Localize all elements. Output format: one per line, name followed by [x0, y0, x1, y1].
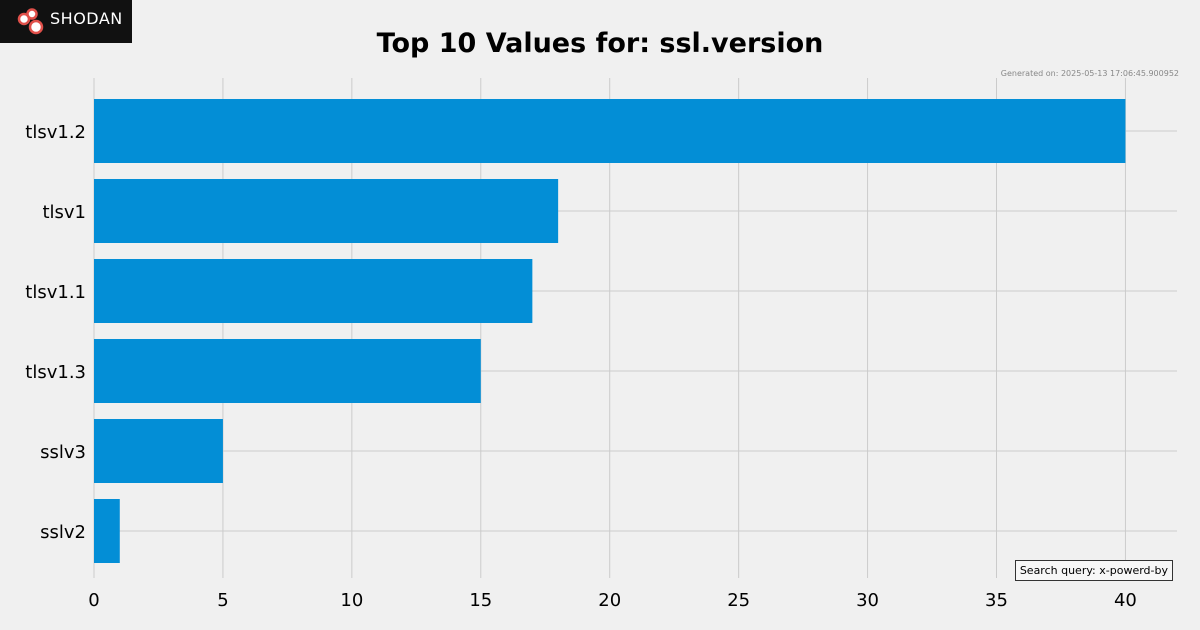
x-tick-label: 35: [985, 590, 1008, 611]
shodan-logo[interactable]: SHODAN: [0, 0, 132, 43]
bar: [94, 499, 120, 563]
bar: [94, 259, 533, 323]
x-tick-label: 40: [1114, 590, 1137, 611]
y-tick-label: tlsv1: [42, 202, 86, 223]
x-tick-label: 5: [217, 590, 228, 611]
bar: [94, 339, 481, 403]
y-tick-label: tlsv1.2: [25, 122, 86, 143]
x-tick-label: 10: [340, 590, 363, 611]
x-tick-label: 0: [88, 590, 99, 611]
y-tick-label: sslv3: [40, 442, 86, 463]
chart-title: Top 10 Values for: ssl.version: [376, 28, 824, 59]
x-tick-label: 15: [469, 590, 492, 611]
generated-timestamp: Generated on: 2025-05-13 17:06:45.900952: [1000, 69, 1179, 78]
x-tick-label: 25: [727, 590, 750, 611]
y-tick-label: tlsv1.1: [25, 282, 86, 303]
search-query-box: Search query: x-powerd-by: [1014, 560, 1173, 581]
y-tick-label: sslv2: [40, 522, 86, 543]
x-tick-label: 20: [598, 590, 621, 611]
bar: [94, 99, 1126, 163]
y-tick-label: tlsv1.3: [25, 362, 86, 383]
shodan-logo-icon: [17, 8, 44, 35]
bar: [94, 179, 559, 243]
logo-text: SHODAN: [50, 9, 123, 28]
x-tick-label: 30: [856, 590, 879, 611]
bar: [94, 419, 223, 483]
